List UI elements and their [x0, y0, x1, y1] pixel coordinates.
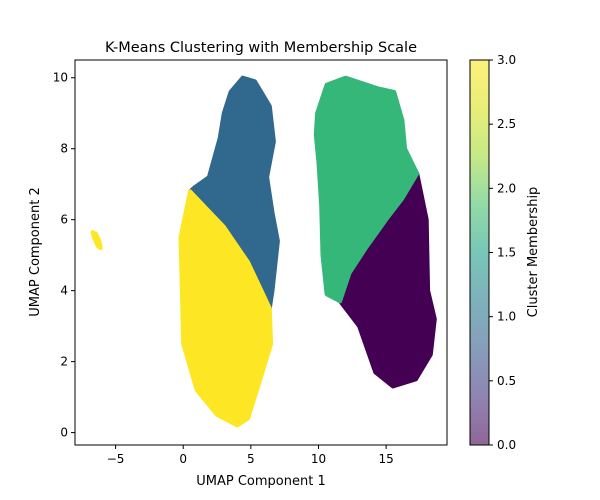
y-tick-label: 8 [60, 142, 68, 156]
colorbar-tick-label: 1.0 [497, 310, 516, 324]
x-tick-label: 0 [179, 452, 187, 466]
x-tick-label: 10 [311, 452, 326, 466]
colorbar-tick-label: 1.5 [497, 246, 516, 260]
cluster-3-region-3 [178, 189, 274, 428]
y-axis-label: UMAP Component 2 [28, 187, 43, 316]
cluster-2-region-2 [313, 75, 420, 304]
x-tick-label: −5 [107, 452, 125, 466]
y-tick-label: 0 [60, 426, 68, 440]
x-tick-label: 15 [378, 452, 393, 466]
y-tick-label: 4 [60, 284, 68, 298]
x-axis-ticks: −5 0 5 10 15 [107, 445, 394, 466]
x-tick-label: 5 [247, 452, 255, 466]
x-axis-label: UMAP Component 1 [196, 474, 325, 489]
y-tick-label: 2 [60, 355, 68, 369]
colorbar-tick-label: 3.0 [497, 53, 516, 67]
colorbar-tick-label: 0.0 [497, 438, 516, 452]
colorbar-tick-label: 0.5 [497, 374, 516, 388]
colorbar-ticks: 0.0 0.5 1.0 1.5 2.0 2.5 3.0 [489, 53, 516, 452]
colorbar-tick-label: 2.0 [497, 181, 516, 195]
chart-title: K-Means Clustering with Membership Scale [105, 40, 417, 56]
y-tick-label: 10 [53, 71, 68, 85]
y-axis-ticks: 0 2 4 6 8 10 [53, 71, 75, 440]
plot-frame [74, 59, 448, 446]
colorbar-tick-label: 2.5 [497, 117, 516, 131]
cluster-3-region-4 [90, 230, 103, 251]
colorbar [469, 59, 490, 446]
colorbar-label: Cluster Membership [526, 187, 541, 318]
y-tick-label: 6 [60, 213, 68, 227]
cluster-layer [90, 75, 437, 428]
